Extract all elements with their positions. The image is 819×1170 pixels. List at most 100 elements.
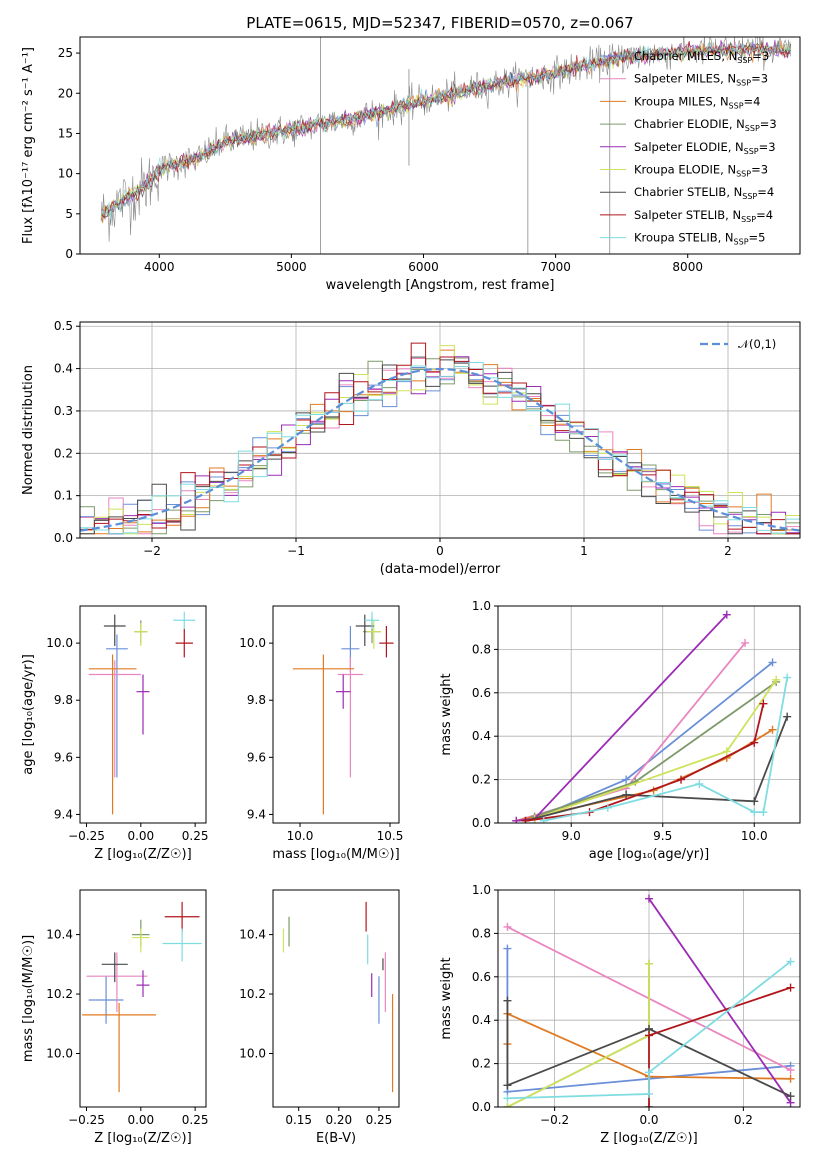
y-axis-label: Normed distribution: [21, 365, 36, 495]
x-tick-label: 0.25: [182, 1113, 209, 1127]
y-tick-label: 0.3: [54, 404, 73, 418]
axes-frame: [79, 605, 207, 824]
legend-label: Chabrier STELIB, NSSP=4: [634, 185, 774, 201]
error-bar-point: [136, 674, 150, 735]
weight-marker: [645, 1031, 653, 1040]
error-bar-point: [88, 976, 124, 1024]
weight-marker: [783, 673, 792, 682]
weight-marker: [786, 1074, 795, 1083]
legend: Chabrier MILES, NSSP=3 Salpeter MILES, NS…: [600, 49, 777, 247]
plot-area: [282, 901, 394, 1093]
x-tick-label: −0.25: [68, 1113, 105, 1127]
axes-frame: [497, 889, 801, 1108]
error-bar-point: [162, 928, 202, 962]
error-bar-point: [364, 611, 380, 629]
y-tick-label: 0.4: [472, 729, 491, 743]
x-axis-label: mass [log₁₀(M/M☉)]: [272, 847, 399, 862]
plot-area: [82, 901, 202, 1093]
axes-frame: [272, 605, 400, 824]
error-bar-point: [88, 660, 141, 778]
x-axis-label: Z [log₁₀(Z/Z☉)]: [94, 847, 191, 862]
y-tick-label: 9.8: [247, 693, 266, 707]
y-tick-label: 0.5: [54, 319, 73, 333]
weight-marker: [786, 1092, 795, 1101]
weight-marker: [722, 610, 731, 619]
y-tick-label: 10.2: [239, 987, 266, 1001]
y-tick-label: 10.4: [239, 928, 266, 942]
x-axis-label: Z [log₁₀(Z/Z☉)]: [94, 1131, 191, 1146]
error-bar-point: [103, 614, 126, 646]
y-axis-label: age [log₁₀(age/yr)]: [21, 654, 36, 775]
weight-marker: [741, 638, 750, 647]
weight-marker: [622, 775, 631, 784]
error-bar-point: [136, 970, 150, 998]
error-bar-point: [106, 634, 128, 778]
x-tick-label: 4000: [144, 260, 175, 274]
plot-area: [512, 610, 792, 823]
weight-marker: [503, 944, 512, 953]
error-bar-point: [134, 623, 148, 646]
plot-area: [292, 611, 394, 815]
weight-marker: [521, 816, 530, 823]
weight-marker: [503, 1081, 512, 1090]
error-bar-point: [86, 952, 148, 1012]
x-tick-label: −1: [287, 544, 305, 558]
x-tick-label: 0: [436, 544, 444, 558]
y-tick-label: 10.2: [46, 987, 73, 1001]
y-tick-label: 0.0: [472, 1100, 491, 1114]
weight-marker: [622, 790, 631, 799]
weight-marker: [772, 675, 781, 684]
x-tick-label: −2: [143, 544, 161, 558]
legend-label: Kroupa ELODIE, NSSP=3: [634, 163, 768, 179]
weight-marker: [645, 1103, 653, 1107]
model-line: [100, 42, 792, 219]
weight-marker: [750, 808, 759, 817]
x-axis-label: wavelength [Angstrom, rest frame]: [326, 278, 555, 293]
weight-marker: [695, 779, 704, 788]
error-bar-point: [101, 952, 128, 983]
y-tick-label: 25: [58, 46, 73, 60]
error-bar-point: [82, 1002, 157, 1093]
y-tick-label: 9.4: [247, 807, 266, 821]
legend: 𝒩(0,1): [700, 337, 776, 351]
weight-marker: [750, 797, 759, 806]
y-axis-label: Flux [fλ10⁻¹⁷ erg cm⁻² s⁻¹ A⁻¹]: [21, 47, 36, 244]
x-axis-label: (data-model)/error: [380, 562, 501, 577]
y-tick-label: 0.2: [54, 446, 73, 460]
error-bar-point: [164, 901, 200, 932]
y-tick-label: 0.0: [54, 531, 73, 545]
error-bar-point: [132, 928, 150, 953]
weight-marker: [722, 747, 731, 756]
y-tick-label: 9.6: [54, 750, 73, 764]
legend-label: Kroupa MILES, NSSP=4: [634, 94, 760, 110]
y-tick-label: 10.0: [239, 636, 266, 650]
panel-age-vs-z: −0.25 0.00 0.25 9.4 9.6 9.8 10.0 Z [log₁₀(Z/Z☉)…: [21, 605, 208, 862]
y-tick-label: 1.0: [472, 883, 491, 897]
weight-line: [506, 1000, 791, 1098]
panel-mass-weight-vs-age: 9.0 9.5 10.0 0.0 0.2 0.4 0.6 0.8 1.0 age [log₁₀(a…: [439, 599, 801, 862]
weight-marker: [759, 808, 768, 817]
y-tick-label: 9.4: [54, 807, 73, 821]
y-tick-label: 0.6: [472, 686, 491, 700]
weight-marker: [786, 1066, 795, 1075]
error-bar-point: [173, 611, 196, 629]
y-tick-label: 10.0: [46, 1046, 73, 1060]
x-tick-label: 5000: [276, 260, 307, 274]
residual-histogram: [80, 342, 800, 538]
weight-marker: [539, 816, 548, 823]
y-axis-label: mass weight: [439, 957, 454, 1039]
x-tick-label: 10.0: [741, 829, 768, 843]
axes-frame: [272, 889, 400, 1108]
weight-line: [516, 642, 746, 822]
plot-area: [503, 894, 795, 1107]
weight-line: [525, 716, 789, 822]
legend-label: Chabrier MILES, NSSP=3: [634, 49, 769, 65]
plot-area: [88, 611, 196, 815]
error-bar-point: [366, 620, 381, 649]
y-tick-label: 9.6: [247, 750, 266, 764]
normal-reference-curve: [80, 367, 800, 532]
y-tick-label: 0.8: [472, 642, 491, 656]
x-axis-label: Z [log₁₀(Z/Z☉)]: [600, 1131, 697, 1146]
weight-marker: [677, 775, 686, 784]
error-bar-point: [175, 628, 193, 658]
